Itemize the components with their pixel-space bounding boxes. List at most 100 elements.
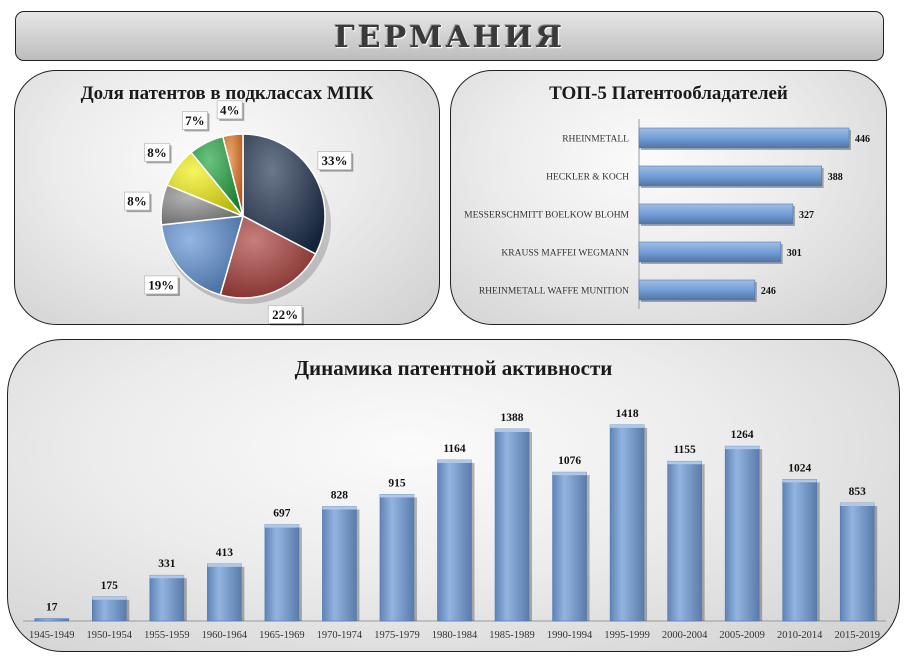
pie-data-label: 7%: [185, 113, 205, 128]
activity-bar: [92, 596, 127, 622]
top5-bar: [638, 127, 850, 149]
category-label: RHEINMETALL WAFFE MUNITION: [479, 287, 629, 297]
x-tick-label: 2005-2009: [719, 630, 765, 641]
bar-bevel: [495, 429, 530, 432]
activity-bar-chart: 17 1945-1949 175 1950-1954 331 1955-1959 413 19…: [23, 408, 886, 641]
title-bar: ГЕРМАНИЯ: [15, 11, 884, 61]
bar-bevel: [725, 446, 760, 450]
pie-data-label: 4%: [220, 102, 240, 117]
pie-chart-title: Доля патентов в подклассах МПК: [80, 83, 374, 104]
pie-data-label: 8%: [127, 194, 147, 209]
category-label: RHEINMETALL: [562, 135, 629, 145]
bar-bevel: [552, 472, 587, 476]
x-tick-label: 1965-1969: [259, 630, 305, 641]
pie-slice: [160, 215, 245, 296]
pie-label-box: [144, 142, 170, 162]
bar-value-label: 697: [273, 508, 291, 520]
pie-label-box: [181, 111, 208, 130]
pie-label-box: [216, 100, 243, 120]
activity-bar: [379, 494, 415, 622]
activity-chart-panel: Динамика патентной активности 17 1945-194…: [7, 339, 900, 652]
bar-value-label: 1024: [788, 462, 811, 474]
category-label: MESSERSCHMITT BOELKOW BLOHM: [464, 211, 629, 221]
bar-value-label: 175: [101, 580, 119, 592]
top5-bar: [638, 279, 756, 301]
activity-bar: [207, 563, 242, 622]
x-tick-label: 1970-1974: [317, 630, 363, 641]
top5-chart-title: ТОП-5 Патентообладателей: [549, 83, 788, 104]
bar-value-label: 1155: [673, 444, 696, 456]
pie-slice: [221, 133, 244, 217]
x-tick-label: 1990-1994: [547, 630, 593, 641]
x-tick-label: 1960-1964: [202, 630, 248, 641]
activity-bar: [494, 428, 530, 622]
top5-bar: [638, 203, 794, 225]
bar-value-label: 1388: [501, 412, 524, 424]
bar-value-label: 301: [787, 248, 802, 259]
bar-value-label: 828: [331, 489, 349, 501]
activity-bar: [782, 479, 818, 622]
category-label: HECKLER & KOCH: [546, 173, 629, 183]
pie-slice: [219, 214, 317, 299]
x-tick-label: 2015-2019: [834, 630, 880, 641]
bar-value-label: 246: [761, 286, 776, 297]
bar-bevel: [437, 459, 472, 463]
x-tick-label: 2010-2014: [777, 630, 823, 641]
pie-data-label: 33%: [322, 153, 348, 168]
bar-bevel: [610, 424, 645, 428]
activity-bar: [724, 445, 760, 622]
bar-value-label: 915: [388, 477, 406, 489]
activity-bar: [149, 574, 185, 622]
page-title: ГЕРМАНИЯ: [334, 20, 565, 55]
bar-value-label: 1418: [616, 408, 639, 420]
activity-bar: [264, 524, 300, 622]
bar-bevel: [322, 506, 357, 510]
bar-value-label: 1264: [731, 429, 754, 441]
bar-value-label: 17: [46, 602, 58, 614]
x-tick-label: 1950-1954: [87, 630, 133, 641]
pie-label-box: [267, 304, 303, 324]
bar-value-label: 388: [828, 172, 843, 183]
activity-bar: [437, 459, 472, 622]
pie-label-box: [143, 275, 179, 295]
activity-bar: [552, 471, 587, 622]
bar-bevel: [379, 494, 414, 498]
x-tick-label: 1985-1989: [489, 630, 535, 641]
activity-bar: [34, 618, 70, 622]
x-tick-label: 1945-1949: [29, 630, 75, 641]
bar-value-label: 1164: [443, 443, 466, 455]
bar-bevel: [92, 596, 127, 600]
x-tick-label: 2000-2004: [662, 630, 708, 641]
bar-bevel: [149, 575, 184, 579]
pie-data-label: 22%: [272, 307, 298, 322]
activity-chart-title: Динамика патентной активности: [294, 356, 613, 380]
x-tick-label: 1995-1999: [604, 630, 650, 641]
x-tick-label: 1980-1984: [432, 630, 478, 641]
bar-bevel: [782, 479, 817, 483]
pie-data-label: 19%: [148, 277, 174, 292]
x-tick-label: 1975-1979: [374, 630, 420, 641]
category-label: KRAUSS MAFFEI WEGMANN: [501, 249, 629, 259]
bar-bevel: [207, 563, 242, 567]
bar-value-label: 446: [855, 134, 870, 145]
bar-value-label: 1076: [558, 455, 581, 467]
top5-bar: [638, 241, 782, 263]
top5-bar: [638, 165, 822, 187]
bar-value-label: 331: [158, 558, 176, 570]
bar-value-label: 413: [216, 547, 234, 559]
pie-data-label: 8%: [147, 145, 167, 160]
bar-bevel: [264, 524, 299, 528]
activity-bar: [322, 506, 357, 622]
bar-value-label: 327: [799, 210, 814, 221]
pie-label-box: [124, 191, 150, 211]
activity-bar: [839, 502, 875, 622]
pie-chart-panel: Доля патентов в подклассах МПК 33% 22% 19%…: [14, 70, 440, 326]
activity-bar: [667, 460, 702, 622]
pie-slice: [242, 133, 326, 256]
top5-bar-chart: 446 RHEINMETALL 388 HECKLER & KOCH 327 MESSER…: [464, 119, 870, 309]
bar-bevel: [667, 461, 702, 465]
pie-label-box: [317, 151, 352, 170]
bar-bevel: [840, 503, 875, 507]
bar-value-label: 853: [849, 486, 867, 498]
activity-bar: [609, 424, 645, 622]
